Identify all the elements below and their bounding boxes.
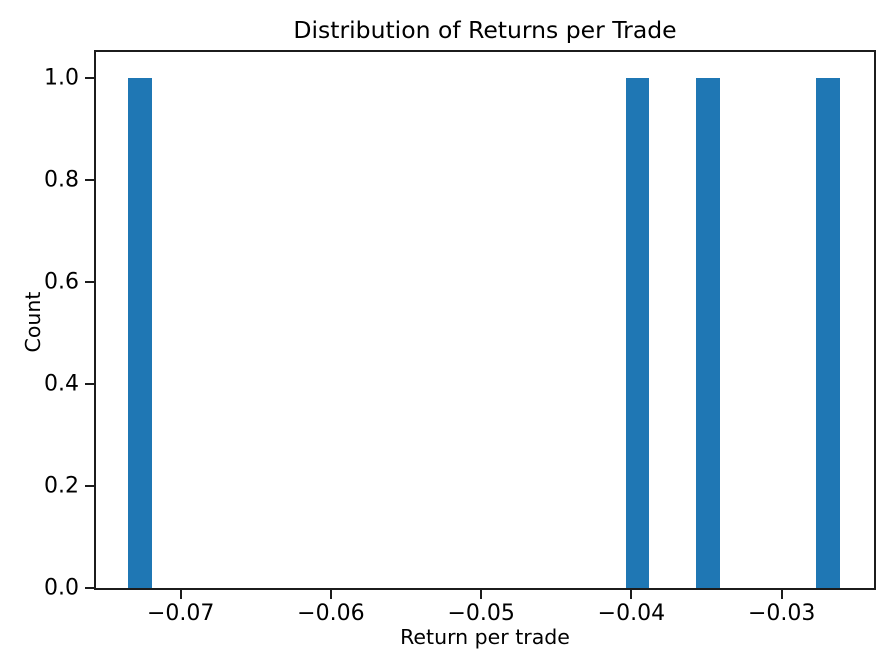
x-tick-mark bbox=[630, 590, 633, 599]
y-tick-mark bbox=[85, 280, 94, 283]
x-tick-mark bbox=[329, 590, 332, 599]
y-axis-label: Count bbox=[21, 291, 45, 353]
y-tick-label: 0.8 bbox=[44, 167, 79, 193]
x-tick-label: −0.03 bbox=[747, 601, 816, 626]
y-tick-mark bbox=[85, 587, 94, 589]
y-tick-label: 0.0 bbox=[44, 575, 79, 601]
y-tick-label: 0.6 bbox=[44, 269, 79, 295]
plot-area bbox=[94, 50, 876, 590]
chart-title: Distribution of Returns per Trade bbox=[293, 16, 677, 44]
y-tick-mark bbox=[85, 484, 94, 487]
y-tick-mark bbox=[85, 382, 94, 385]
x-tick-label: −0.05 bbox=[447, 601, 515, 626]
x-tick-mark bbox=[179, 590, 182, 599]
y-tick-label: 0.4 bbox=[44, 371, 79, 397]
x-axis-label: Return per trade bbox=[400, 625, 570, 649]
x-tick-label: −0.06 bbox=[297, 601, 365, 626]
y-tick-label: 0.2 bbox=[44, 473, 79, 499]
x-tick-label: −0.04 bbox=[597, 601, 666, 626]
x-tick-mark bbox=[480, 590, 483, 599]
x-tick-mark bbox=[780, 590, 783, 599]
y-tick-label: 1.0 bbox=[44, 65, 79, 90]
histogram-bar bbox=[696, 77, 720, 588]
histogram-bar bbox=[816, 77, 841, 588]
histogram-bar bbox=[625, 77, 650, 588]
histogram-bar bbox=[128, 77, 152, 588]
x-tick-label: −0.07 bbox=[146, 601, 215, 626]
y-tick-mark bbox=[85, 178, 94, 181]
y-tick-mark bbox=[85, 76, 94, 79]
